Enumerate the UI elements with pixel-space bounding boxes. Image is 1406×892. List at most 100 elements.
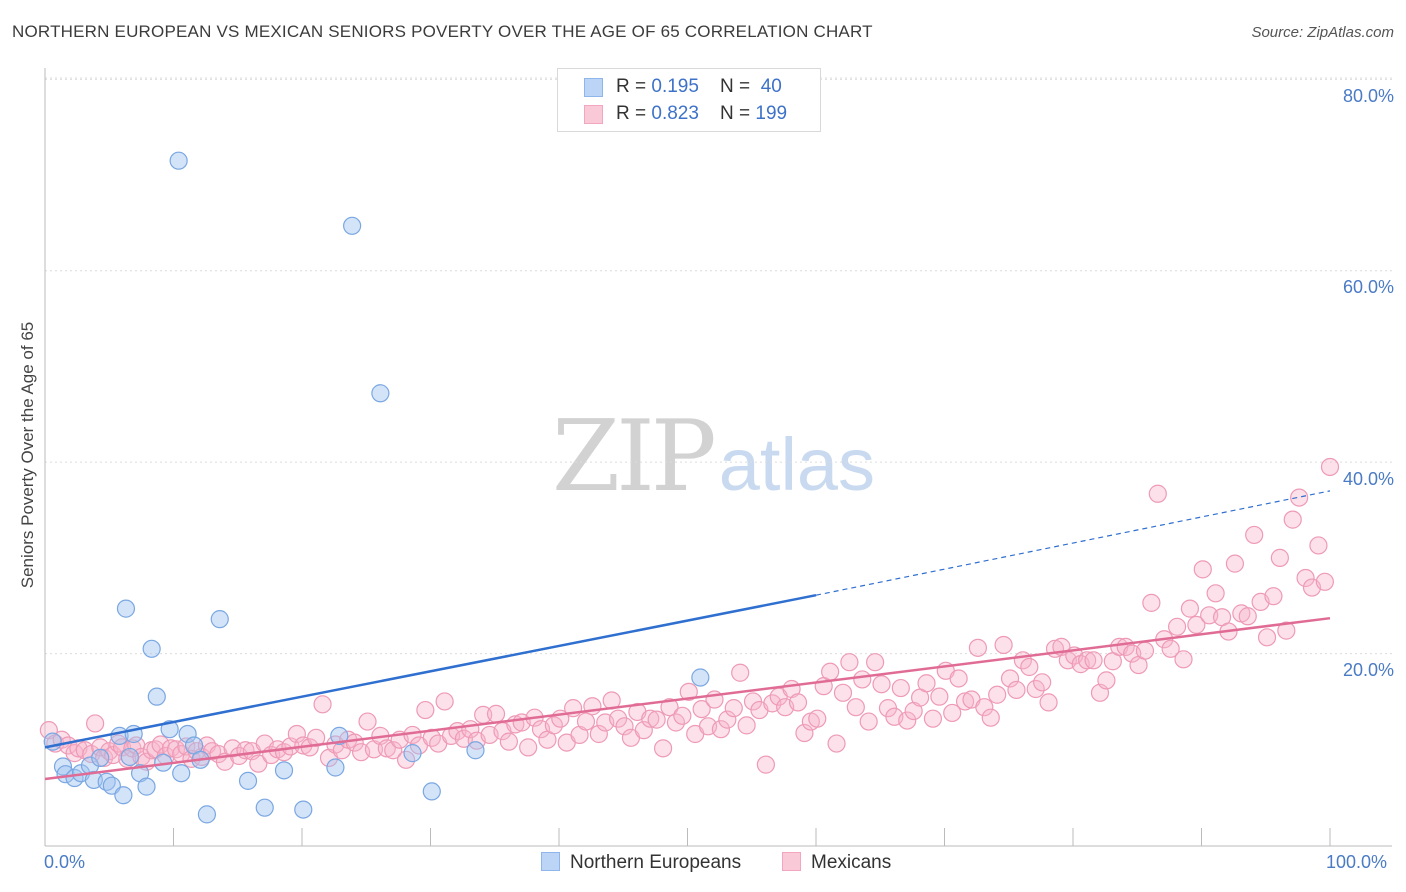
mexicans-point — [1039, 693, 1058, 712]
mexicans-point — [821, 662, 840, 681]
mexicans-point — [1320, 457, 1340, 477]
northern-europeans-point — [147, 687, 166, 706]
legend-n-label: N = — [720, 103, 756, 124]
mexicans-point — [1283, 510, 1302, 529]
mexicans-point — [788, 693, 808, 712]
mexicans-point — [358, 712, 377, 731]
bottom-legend-swatch-blue — [541, 852, 560, 871]
bottom-legend-label: Mexicans — [811, 852, 892, 873]
mexicans-point — [866, 653, 885, 672]
northern-europeans-trendline-extension — [815, 490, 1331, 596]
mexicans-point — [898, 711, 917, 730]
northern-europeans-point — [142, 639, 161, 658]
mexicans-point — [499, 732, 518, 751]
legend-swatch-blue — [584, 78, 603, 97]
mexicans-point — [988, 685, 1007, 704]
mexicans-point — [949, 669, 968, 688]
mexicans-point — [872, 675, 891, 694]
bottom-legend-label: Northern Europeans — [570, 852, 742, 873]
legend-swatch-pink — [584, 105, 603, 124]
northern-europeans-point — [172, 764, 191, 783]
legend-n-label: N = — [720, 76, 756, 97]
y-tick-label: 20.0% — [1342, 660, 1394, 680]
mexicans-point — [86, 714, 105, 733]
mexicans-point — [827, 734, 846, 753]
watermark-atlas: atlas — [718, 423, 876, 506]
mexicans-point — [1007, 680, 1026, 700]
mexicans-point — [1187, 615, 1206, 634]
northern-europeans-point — [274, 761, 294, 780]
mexicans-point — [396, 750, 416, 769]
mexicans-point — [660, 698, 679, 717]
bottom-legend-northern-europeans: Northern Europeans — [541, 852, 741, 874]
legend-r-label: R = — [616, 103, 652, 124]
mexicans-point — [576, 712, 596, 731]
northern-europeans-point — [691, 668, 710, 687]
stats-legend: R = 0.195 N = 40 R = 0.823 N = 199 — [557, 68, 821, 132]
northern-europeans-point — [116, 599, 136, 618]
northern-europeans-point — [371, 384, 390, 403]
mexicans-point — [1161, 639, 1180, 658]
mexicans-point — [1238, 607, 1257, 626]
x-tick-label: 100.0% — [1326, 852, 1388, 872]
mexicans-point — [833, 683, 853, 702]
mexicans-point — [737, 716, 756, 735]
bottom-legend-mexicans: Mexicans — [782, 852, 891, 874]
mexicans-point — [1097, 671, 1116, 690]
mexicans-point — [673, 706, 692, 725]
mexicans-point — [731, 663, 750, 682]
mexicans-point — [416, 700, 435, 720]
watermark: ZIPatlas — [552, 400, 875, 514]
mexicans-point — [1309, 536, 1328, 555]
legend-r-value: 0.195 — [651, 76, 699, 97]
mexicans-point — [589, 724, 608, 744]
mexicans-point — [345, 733, 364, 752]
mexicans-point — [1020, 657, 1039, 677]
mexicans-point — [1180, 599, 1200, 618]
mexicans-point — [1084, 651, 1103, 670]
mexicans-point — [1078, 651, 1097, 670]
mexicans-point — [1148, 484, 1167, 503]
legend-r-label: R = — [616, 76, 652, 97]
mexicans-point — [647, 710, 666, 729]
y-axis-label: Seniors Poverty Over the Age of 65 — [18, 321, 37, 589]
mexicans-point — [1257, 628, 1277, 647]
y-tick-label: 60.0% — [1342, 277, 1394, 297]
mexicans-point — [859, 712, 878, 731]
mexicans-point — [692, 699, 711, 719]
northern-europeans-point — [294, 800, 313, 819]
northern-europeans-point — [466, 741, 485, 760]
northern-europeans-trendline — [44, 593, 817, 749]
legend-r-value: 0.823 — [651, 103, 699, 124]
mexicans-point — [1167, 617, 1187, 636]
mexicans-point — [486, 704, 506, 723]
mexicans-point — [1026, 679, 1045, 699]
mexicans-point — [384, 741, 403, 760]
northern-europeans-point — [169, 151, 188, 170]
mexicans-point — [1277, 621, 1296, 640]
mexicans-point — [249, 754, 268, 773]
northern-europeans-point — [91, 748, 110, 768]
mexicans-point — [975, 698, 994, 717]
mexicans-point — [1225, 554, 1245, 573]
mexicans-point — [1033, 673, 1052, 692]
mexicans-point — [1142, 593, 1161, 612]
northern-europeans-point — [178, 724, 197, 744]
mexicans-point — [1315, 572, 1334, 591]
bottom-legend-swatch-pink — [782, 852, 801, 871]
mexicans-point — [1135, 641, 1155, 660]
mexicans-point — [519, 738, 538, 757]
mexicans-point — [756, 755, 775, 774]
northern-europeans-point — [238, 771, 258, 790]
northern-europeans-point — [160, 720, 179, 739]
legend-n-value: 40 — [760, 76, 782, 97]
mexicans-point — [923, 709, 943, 728]
mexicans-point — [1000, 669, 1020, 688]
mexicans-point — [634, 721, 653, 740]
mexicans-point — [313, 695, 332, 714]
northern-europeans-point — [137, 777, 156, 796]
mexicans-point — [930, 687, 949, 706]
mexicans-point — [917, 674, 936, 693]
mexicans-point — [615, 717, 634, 736]
